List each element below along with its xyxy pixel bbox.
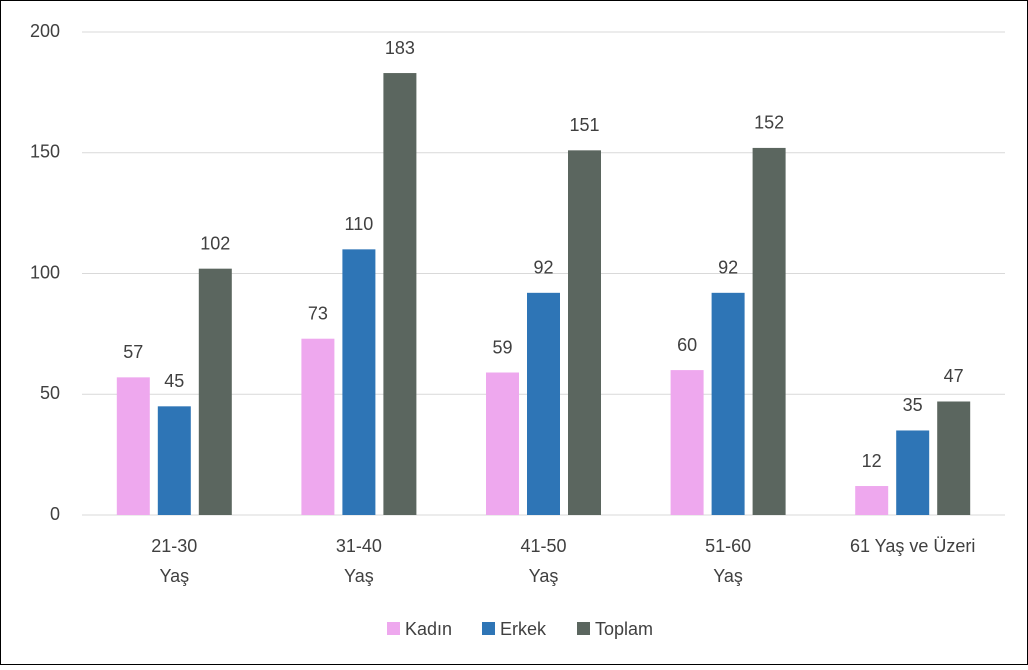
value-label: 92 [533, 258, 553, 278]
value-label: 59 [492, 337, 512, 357]
bar [568, 150, 601, 515]
bar [198, 268, 232, 515]
value-label: 151 [569, 115, 599, 135]
x-tick-label: 41-50 [520, 536, 566, 556]
y-tick-label: 200 [30, 21, 60, 41]
bar [670, 370, 704, 515]
x-tick-label: 61 Yaş ve Üzeri [850, 536, 975, 556]
legend-label: Toplam [595, 619, 653, 639]
bar [937, 401, 971, 515]
value-label: 47 [944, 366, 964, 386]
y-tick-label: 0 [50, 504, 60, 524]
value-label: 45 [164, 371, 184, 391]
x-tick-label: 51-60 [705, 536, 751, 556]
x-tick-label: Yaş [344, 566, 374, 586]
bar [711, 292, 745, 515]
legend-swatch [387, 622, 400, 635]
legend-swatch [577, 622, 590, 635]
legend-swatch [482, 622, 495, 635]
x-tick-label: 21-30 [151, 536, 197, 556]
x-tick-label: Yaş [713, 566, 743, 586]
bar [527, 292, 560, 515]
value-label: 35 [903, 395, 923, 415]
y-tick-label: 150 [30, 142, 60, 162]
x-tick-label: Yaş [529, 566, 559, 586]
bar [157, 406, 191, 515]
value-label: 92 [718, 258, 738, 278]
value-label: 57 [123, 342, 143, 362]
legend-label: Erkek [500, 619, 547, 639]
bar [752, 147, 786, 516]
value-label: 73 [308, 303, 328, 323]
y-tick-label: 50 [40, 383, 60, 403]
bar [383, 73, 417, 516]
value-label: 102 [200, 233, 230, 253]
value-label: 152 [754, 113, 784, 133]
y-tick-label: 100 [30, 262, 60, 282]
bar [116, 377, 150, 515]
legend-label: Kadın [405, 619, 452, 639]
bar [342, 249, 376, 515]
value-label: 60 [677, 335, 697, 355]
x-tick-label: 31-40 [336, 536, 382, 556]
value-label: 183 [385, 38, 415, 58]
bar [486, 372, 519, 515]
value-label: 110 [345, 214, 374, 234]
x-tick-label: Yaş [159, 566, 189, 586]
value-label: 12 [862, 451, 882, 471]
bar [855, 486, 889, 515]
bar [301, 338, 335, 515]
bar [896, 430, 930, 515]
